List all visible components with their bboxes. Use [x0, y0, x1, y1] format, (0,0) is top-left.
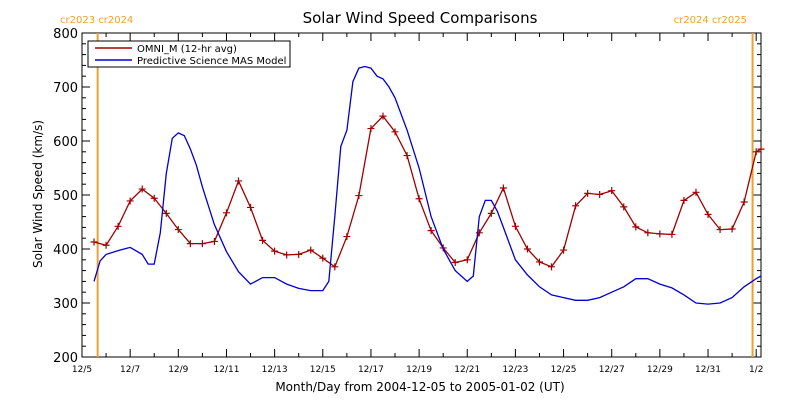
data-point: [355, 192, 363, 200]
x-tick-label: 12/31: [695, 365, 721, 375]
data-point: [572, 202, 580, 210]
data-point: [343, 233, 351, 241]
x-tick-label: 12/21: [454, 365, 480, 375]
y-tick-label: 700: [53, 81, 78, 96]
data-point: [114, 222, 122, 230]
data-point: [475, 229, 483, 237]
x-tick-label: 12/29: [647, 365, 673, 375]
data-point: [740, 198, 748, 206]
series-line-0: [93, 115, 762, 268]
data-point: [198, 240, 206, 248]
data-point: [692, 188, 700, 196]
data-point: [186, 240, 194, 248]
data-point: [499, 184, 507, 192]
data-point: [379, 112, 387, 120]
data-point: [535, 258, 543, 266]
data-point: [752, 148, 760, 156]
y-tick-label: 200: [53, 351, 78, 366]
data-point: [415, 195, 423, 203]
x-tick-label: 12/5: [72, 365, 92, 375]
chart-title: Solar Wind Speed Comparisons: [303, 9, 538, 27]
data-point: [704, 210, 712, 218]
data-point: [307, 246, 315, 254]
data-point: [584, 189, 592, 197]
data-point: [295, 250, 303, 258]
data-point: [511, 222, 519, 230]
carrington-left-label: cr2023 cr2024: [60, 15, 133, 26]
data-point: [259, 236, 267, 244]
x-tick-label: 12/27: [599, 365, 625, 375]
data-point: [427, 227, 435, 235]
x-tick-label: 12/23: [502, 365, 528, 375]
data-point: [102, 241, 110, 249]
y-tick-label: 400: [53, 243, 78, 258]
data-point: [210, 237, 218, 245]
data-point: [90, 238, 98, 246]
x-tick-label: 12/9: [168, 365, 188, 375]
series-line-1: [93, 65, 762, 305]
data-point: [331, 263, 339, 271]
data-point: [271, 247, 279, 255]
data-point: [608, 187, 616, 195]
data-point: [487, 209, 495, 217]
data-point: [174, 226, 182, 234]
legend-entry: OMNI_M (12-hr avg): [137, 44, 237, 55]
y-tick-label: 500: [53, 189, 78, 204]
data-point: [620, 203, 628, 211]
data-point: [283, 251, 291, 259]
x-tick-label: 12/17: [358, 365, 384, 375]
data-point: [656, 230, 664, 238]
data-point: [403, 152, 411, 160]
data-point: [716, 226, 724, 234]
y-tick-label: 800: [53, 27, 78, 42]
data-point: [632, 223, 640, 231]
data-point: [222, 209, 230, 217]
data-point: [463, 256, 471, 264]
x-tick-label: 12/19: [406, 365, 432, 375]
plot-area: 200 300 400 500 600 700 800 12/5 12/7 12/9 12/11 12…: [53, 27, 765, 375]
carrington-right-label: cr2024 cr2025: [674, 15, 747, 26]
x-tick-label: 12/25: [551, 365, 577, 375]
data-point: [523, 245, 531, 253]
legend: OMNI_M (12-hr avg)Predictive Science MAS…: [87, 40, 291, 68]
data-point: [235, 177, 243, 185]
data-point: [644, 229, 652, 237]
data-point: [162, 209, 170, 217]
data-point: [150, 194, 158, 202]
x-axis-label: Month/Day from 2004-12-05 to 2005-01-02 …: [275, 380, 564, 394]
y-tick-label: 300: [53, 297, 78, 312]
data-point: [560, 246, 568, 254]
data-point: [391, 128, 399, 136]
data-point: [548, 263, 556, 271]
x-tick-label: 1/2: [749, 365, 763, 375]
data-point: [126, 197, 134, 205]
data-point: [138, 185, 146, 193]
legend-box: [87, 40, 291, 68]
plot-frame: [81, 32, 762, 358]
legend-entry: Predictive Science MAS Model: [137, 56, 286, 67]
x-tick-label: 12/7: [120, 365, 140, 375]
x-tick-label: 12/15: [310, 365, 336, 375]
data-point: [367, 125, 375, 133]
y-tick-label: 600: [53, 135, 78, 150]
data-point: [680, 196, 688, 204]
data-point: [668, 230, 676, 238]
data-point: [319, 254, 327, 262]
x-tick-label: 12/11: [213, 365, 239, 375]
data-point: [728, 225, 736, 233]
data-point: [596, 190, 604, 198]
x-tick-label: 12/13: [262, 365, 288, 375]
data-point: [247, 203, 255, 211]
data-point: [757, 145, 765, 153]
data-point: [451, 259, 459, 266]
y-axis-label: Solar Wind Speed (km/s): [31, 120, 45, 268]
